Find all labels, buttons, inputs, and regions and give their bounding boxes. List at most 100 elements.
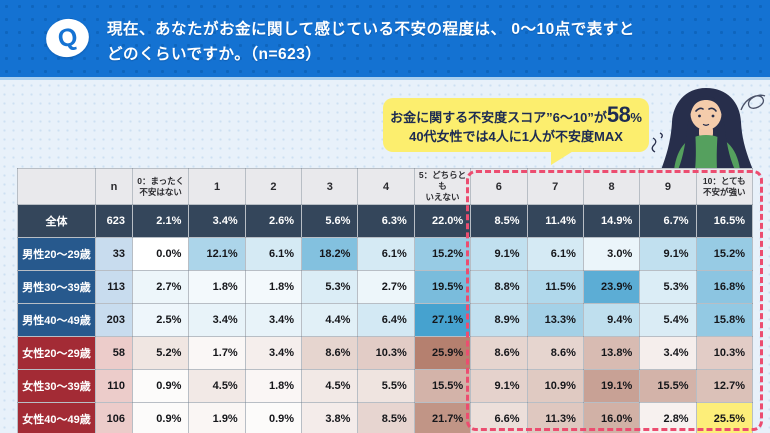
score-cell: 11.5% xyxy=(526,270,584,304)
score-cell: 5.4% xyxy=(639,303,697,337)
n-cell: 113 xyxy=(95,270,133,304)
row-label: 全体 xyxy=(17,204,96,238)
row-label: 女性30〜39歳 xyxy=(17,369,96,403)
callout-58-value: 58 xyxy=(606,101,631,127)
table-body: 全体 623 2.1% 3.4% 2.6% 5.6% 6.3% 22.0% 8.5% 11.4% 1… xyxy=(17,204,754,433)
score-cell: 16.5% xyxy=(695,204,754,238)
score-cell: 2.5% xyxy=(131,303,190,337)
left-eye xyxy=(698,114,701,118)
table-row: 全体 623 2.1% 3.4% 2.6% 5.6% 6.3% 22.0% 8.5% 11.4% 1… xyxy=(17,204,754,238)
table-row: 女性40〜49歳 106 0.9% 1.9% 0.9% 3.8% 8.5% 21.7% 6.6%… xyxy=(17,402,754,433)
score-cell: 1.8% xyxy=(188,270,246,304)
n-cell: 110 xyxy=(95,369,133,403)
score-cell: 5.5% xyxy=(357,369,415,403)
score-cell: 5.6% xyxy=(301,204,359,238)
score-header-cell: 8 xyxy=(582,168,641,205)
score-cell: 15.2% xyxy=(695,237,754,271)
score-cell: 10.9% xyxy=(526,369,584,403)
n-cell: 58 xyxy=(95,336,133,370)
score-cell: 6.6% xyxy=(470,402,528,433)
score-cell: 15.5% xyxy=(639,369,697,403)
score-cell: 5.3% xyxy=(301,270,359,304)
stress-squiggle-icon xyxy=(659,132,663,139)
score-cell: 2.7% xyxy=(357,270,415,304)
score-header-cell: 3 xyxy=(301,168,359,205)
score-cell: 8.9% xyxy=(470,303,528,337)
score-cell: 2.1% xyxy=(131,204,190,238)
left-eyebrow xyxy=(695,107,704,112)
score-cell: 6.1% xyxy=(526,237,584,271)
score-cell: 2.6% xyxy=(244,204,303,238)
worried-woman-illustration xyxy=(651,88,766,170)
score-cell: 6.1% xyxy=(357,237,415,271)
score-cell: 22.0% xyxy=(413,204,472,238)
score-cell: 10.3% xyxy=(695,336,754,370)
n-cell: 33 xyxy=(95,237,133,271)
score-cell: 4.4% xyxy=(301,303,359,337)
score-cell: 11.4% xyxy=(526,204,584,238)
table-row: 男性30〜39歳 113 2.7% 1.8% 1.8% 5.3% 2.7% 19.5% 8.8%… xyxy=(17,270,754,304)
score-cell: 13.3% xyxy=(526,303,584,337)
score-cell: 3.8% xyxy=(301,402,359,433)
score-cell: 8.6% xyxy=(526,336,584,370)
score-cell: 13.8% xyxy=(582,336,641,370)
scribble-icon xyxy=(740,94,766,111)
score-cell: 1.8% xyxy=(244,369,303,403)
mouth xyxy=(702,123,710,126)
score-cell: 8.6% xyxy=(301,336,359,370)
score-cell: 9.4% xyxy=(582,303,641,337)
bangs xyxy=(690,96,722,117)
score-cell: 12.7% xyxy=(695,369,754,403)
row-label: 女性40〜49歳 xyxy=(17,402,96,433)
score-cell: 23.9% xyxy=(582,270,641,304)
score-cell: 9.1% xyxy=(470,369,528,403)
question-banner: Q 現在、あなたがお金に関して感じている不安の程度は、 0〜10点で表すと どの… xyxy=(0,0,770,80)
score-cell: 3.4% xyxy=(639,336,697,370)
score-cell: 8.8% xyxy=(470,270,528,304)
score-cell: 15.2% xyxy=(413,237,472,271)
score-cell: 0.9% xyxy=(131,402,190,433)
score-cell: 9.1% xyxy=(639,237,697,271)
score-cell: 25.5% xyxy=(695,402,754,433)
score-cell: 4.5% xyxy=(301,369,359,403)
n-header-cell: n xyxy=(95,168,133,205)
score-cell: 4.5% xyxy=(188,369,246,403)
callout-bubble: お金に関する不安度スコア”6〜10”が58% 40代女性では4人に1人が不安度M… xyxy=(383,98,649,165)
callout-line1-text: お金に関する不安度スコア”6〜10”が xyxy=(390,109,607,125)
n-cell: 106 xyxy=(95,402,133,433)
score-cell: 8.5% xyxy=(470,204,528,238)
n-cell: 203 xyxy=(95,303,133,337)
score-header-cell: 5：どちらとも いえない xyxy=(413,168,472,205)
score-cell: 8.5% xyxy=(357,402,415,433)
callout-percent-sign: % xyxy=(630,109,642,125)
score-header-cell: 2 xyxy=(244,168,303,205)
q-badge-icon: Q xyxy=(42,14,93,62)
score-cell: 0.0% xyxy=(131,237,190,271)
callout-line-2: 40代女性では4人に1人が不安度MAX xyxy=(409,128,623,144)
score-header-cell: 0：まったく 不安はない xyxy=(131,168,190,205)
score-cell: 9.1% xyxy=(470,237,528,271)
score-cell: 2.7% xyxy=(131,270,190,304)
score-cell: 10.3% xyxy=(357,336,415,370)
score-cell: 1.8% xyxy=(244,270,303,304)
score-cell: 3.4% xyxy=(188,303,246,337)
score-cell: 6.1% xyxy=(244,237,303,271)
callout-line-1: お金に関する不安度スコア”6〜10”が58% xyxy=(390,101,642,128)
question-text: 現在、あなたがお金に関して感じている不安の程度は、 0〜10点で表すと どのくら… xyxy=(107,17,727,67)
stress-squiggle-icon xyxy=(651,137,657,153)
score-cell: 6.3% xyxy=(357,204,415,238)
score-cell: 5.2% xyxy=(131,336,190,370)
question-line-1: 現在、あなたがお金に関して感じている不安の程度は、 0〜10点で表すと xyxy=(107,21,635,38)
score-cell: 18.2% xyxy=(301,237,359,271)
score-cell: 11.3% xyxy=(526,402,584,433)
score-cell: 19.1% xyxy=(582,369,641,403)
score-cell: 19.5% xyxy=(413,270,472,304)
corner-header-cell xyxy=(17,168,96,205)
score-cell: 3.0% xyxy=(582,237,641,271)
table-header-row: n 0：まったく 不安はない 1 2 3 4 5：どちらとも いえない 6 7 8 9 10：とても … xyxy=(17,168,754,205)
right-eye xyxy=(711,114,715,118)
q-badge-letter: Q xyxy=(55,22,80,53)
score-cell: 0.9% xyxy=(244,402,303,433)
score-cell: 6.7% xyxy=(639,204,697,238)
row-label: 男性20〜29歳 xyxy=(17,237,96,271)
